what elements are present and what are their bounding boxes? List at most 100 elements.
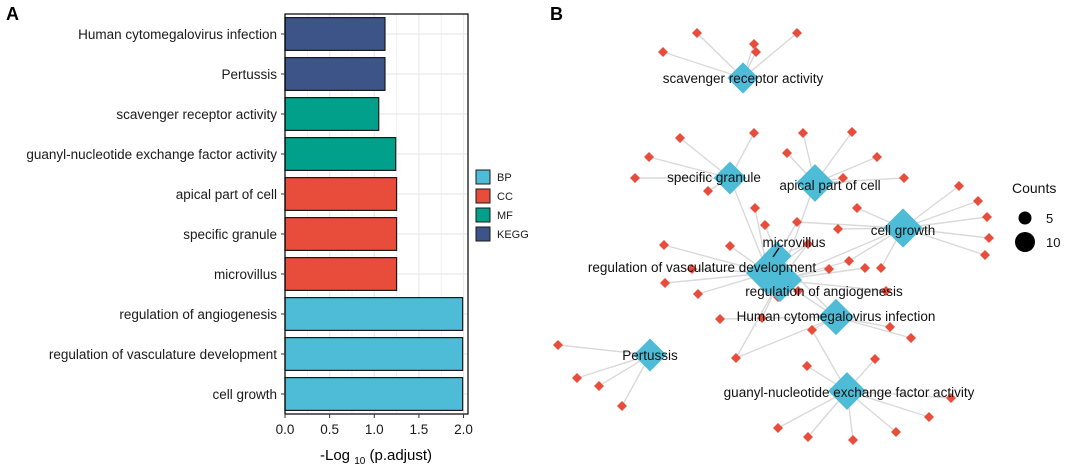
gene-node [660, 278, 670, 288]
gene-node [749, 128, 759, 138]
network-gene-nodes [553, 28, 994, 445]
bar [284, 17, 386, 51]
bar [284, 337, 464, 372]
gene-node [692, 28, 702, 38]
size-legend-label: 10 [1046, 235, 1060, 250]
y-tick-label: microvillus [214, 267, 277, 282]
gene-node [982, 212, 992, 222]
gene-node [954, 181, 964, 191]
network-size-legend: Counts 5 10 [1012, 180, 1060, 252]
y-tick-label: Human cytomegalovirus infection [78, 27, 277, 42]
legend-label: CC [497, 191, 513, 203]
gene-node [860, 263, 870, 273]
legend-swatch [475, 207, 491, 223]
y-tick-label: regulation of vasculature development [49, 347, 277, 362]
network-graph: scavenger receptor activity specific gran… [553, 28, 1060, 445]
gene-node [798, 128, 808, 138]
bar-category-labels: Human cytomegalovirus infection Pertussis… [26, 27, 285, 402]
gene-node [899, 173, 909, 183]
gene-node [807, 325, 817, 335]
bar [284, 377, 464, 412]
bar-series [284, 17, 464, 412]
size-legend-dot [1015, 232, 1035, 252]
term-label: guanyl-nucleotide exchange factor activi… [724, 385, 975, 400]
y-tick-label: guanyl-nucleotide exchange factor activi… [26, 147, 277, 162]
gene-node [803, 239, 813, 249]
network-edge [557, 344, 651, 356]
gene-node [749, 39, 759, 49]
gene-node [984, 233, 994, 243]
bar-legend: BP CC MF KEGG [475, 169, 529, 242]
gene-node [847, 127, 857, 137]
network-edge [648, 156, 731, 179]
network-edge [729, 177, 769, 274]
x-label-subscript: 10 [354, 456, 366, 466]
gene-node [782, 148, 792, 158]
network-edge [735, 316, 837, 359]
gene-node [980, 250, 990, 260]
gene-node [675, 133, 685, 143]
bar [284, 137, 397, 172]
gene-node [852, 203, 862, 213]
term-label: apical part of cell [779, 178, 880, 193]
legend-label: MF [497, 210, 513, 222]
bar [284, 217, 398, 252]
gene-node [924, 412, 934, 422]
gene-node [617, 401, 627, 411]
network-term-labels: scavenger receptor activity specific gran… [588, 71, 975, 400]
x-label-prefix: -Log [320, 447, 354, 464]
term-label: Human cytomegalovirus infection [737, 309, 936, 324]
gene-node [760, 220, 770, 230]
network-edge [742, 32, 798, 79]
bar [284, 257, 398, 292]
legend-label: BP [497, 172, 512, 184]
gene-node [687, 264, 697, 274]
term-label: regulation of vasculature development [588, 260, 816, 275]
bar-x-axis-label: -Log 10 (p.adjust) [320, 447, 432, 466]
legend-swatch [475, 226, 491, 242]
term-node [828, 372, 866, 410]
network-edge [662, 51, 744, 79]
bar [284, 297, 464, 332]
gene-node [906, 333, 916, 343]
gene-node [792, 28, 802, 38]
x-tick-label: 0.0 [276, 422, 295, 437]
term-node [796, 164, 834, 202]
term-label: regulation of angiogenesis [745, 284, 903, 299]
gene-node [946, 393, 956, 403]
term-label: scavenger receptor activity [663, 71, 824, 86]
gene-node [881, 286, 891, 296]
network-term-nodes [633, 62, 923, 410]
term-label: specific granule [667, 170, 761, 185]
gene-node [973, 196, 983, 206]
y-tick-label: regulation of angiogenesis [119, 307, 277, 322]
term-label: Pertussis [622, 348, 678, 363]
gene-node [644, 152, 654, 162]
term-node [633, 338, 667, 372]
gene-node [751, 47, 761, 57]
gene-node [572, 373, 582, 383]
gene-node [848, 435, 858, 445]
y-tick-label: apical part of cell [176, 187, 277, 202]
bar [284, 56, 386, 91]
gene-node [553, 340, 563, 350]
size-legend-label: 5 [1046, 211, 1053, 226]
term-node [817, 298, 855, 336]
gene-node [630, 173, 640, 183]
gene-node [872, 152, 882, 162]
gene-node [802, 361, 812, 371]
y-tick-label: scavenger receptor activity [116, 107, 277, 122]
gene-node [838, 173, 848, 183]
gene-node [773, 423, 783, 433]
gene-node [792, 217, 802, 227]
gene-node [876, 263, 886, 273]
panel-label-a: A [6, 4, 19, 24]
legend-swatch [475, 188, 491, 204]
size-legend-dot [1018, 211, 1032, 225]
panel-label-b: B [550, 4, 563, 24]
term-label: microvillus [762, 235, 825, 250]
size-legend-title: Counts [1012, 180, 1056, 196]
bar [284, 96, 380, 131]
legend-label: KEGG [497, 229, 529, 241]
